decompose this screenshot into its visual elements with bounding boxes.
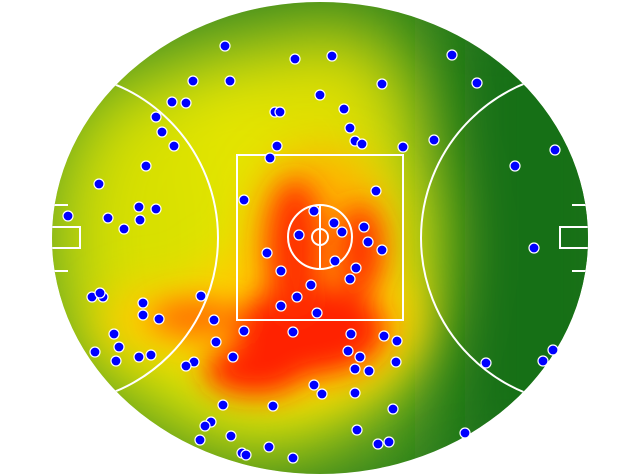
point <box>480 357 492 369</box>
point <box>274 106 286 118</box>
point <box>118 223 130 235</box>
point <box>308 205 320 217</box>
point <box>362 236 374 248</box>
point <box>113 341 125 353</box>
point <box>263 441 275 453</box>
point <box>89 346 101 358</box>
point <box>358 221 370 233</box>
point <box>271 140 283 152</box>
point <box>349 363 361 375</box>
point <box>446 49 458 61</box>
point <box>110 355 122 367</box>
point <box>363 365 375 377</box>
point <box>225 430 237 442</box>
point <box>93 178 105 190</box>
point <box>275 300 287 312</box>
point <box>537 355 549 367</box>
point <box>350 262 362 274</box>
point <box>195 290 207 302</box>
point <box>150 111 162 123</box>
point <box>428 134 440 146</box>
point <box>275 265 287 277</box>
point <box>397 141 409 153</box>
point <box>194 434 206 446</box>
point <box>372 438 384 450</box>
point <box>338 103 350 115</box>
point <box>344 273 356 285</box>
point <box>356 138 368 150</box>
point <box>62 210 74 222</box>
point <box>187 75 199 87</box>
point <box>137 297 149 309</box>
point <box>329 255 341 267</box>
point <box>240 449 252 461</box>
point <box>376 78 388 90</box>
point <box>133 351 145 363</box>
point <box>267 400 279 412</box>
point <box>289 53 301 65</box>
point <box>383 436 395 448</box>
point <box>471 77 483 89</box>
point <box>145 349 157 361</box>
point <box>238 325 250 337</box>
point <box>217 399 229 411</box>
point <box>387 403 399 415</box>
point <box>153 313 165 325</box>
point <box>351 424 363 436</box>
point <box>345 328 357 340</box>
point <box>150 203 162 215</box>
points <box>62 40 561 464</box>
point <box>547 344 559 356</box>
point <box>336 226 348 238</box>
point <box>210 336 222 348</box>
point <box>549 144 561 156</box>
point <box>264 152 276 164</box>
point <box>219 40 231 52</box>
point <box>391 335 403 347</box>
point <box>528 242 540 254</box>
point <box>390 356 402 368</box>
point <box>168 140 180 152</box>
point <box>349 387 361 399</box>
point <box>342 345 354 357</box>
point <box>328 217 340 229</box>
point <box>137 309 149 321</box>
point <box>316 388 328 400</box>
point <box>287 452 299 464</box>
point <box>94 287 106 299</box>
point <box>180 97 192 109</box>
point <box>238 194 250 206</box>
point <box>224 75 236 87</box>
point <box>134 214 146 226</box>
point <box>344 122 356 134</box>
point <box>261 247 273 259</box>
point <box>305 279 317 291</box>
point <box>314 89 326 101</box>
point <box>370 185 382 197</box>
point <box>199 420 211 432</box>
point <box>156 126 168 138</box>
point <box>311 307 323 319</box>
point <box>308 379 320 391</box>
point <box>291 291 303 303</box>
point <box>108 328 120 340</box>
point <box>459 427 471 439</box>
point <box>166 96 178 108</box>
point <box>227 351 239 363</box>
point <box>376 244 388 256</box>
point <box>287 326 299 338</box>
point <box>378 330 390 342</box>
point <box>102 212 114 224</box>
field-lines <box>52 70 588 406</box>
point <box>133 201 145 213</box>
point <box>326 50 338 62</box>
point <box>354 351 366 363</box>
point <box>293 229 305 241</box>
point <box>208 314 220 326</box>
point <box>140 160 152 172</box>
point <box>180 360 192 372</box>
point <box>509 160 521 172</box>
